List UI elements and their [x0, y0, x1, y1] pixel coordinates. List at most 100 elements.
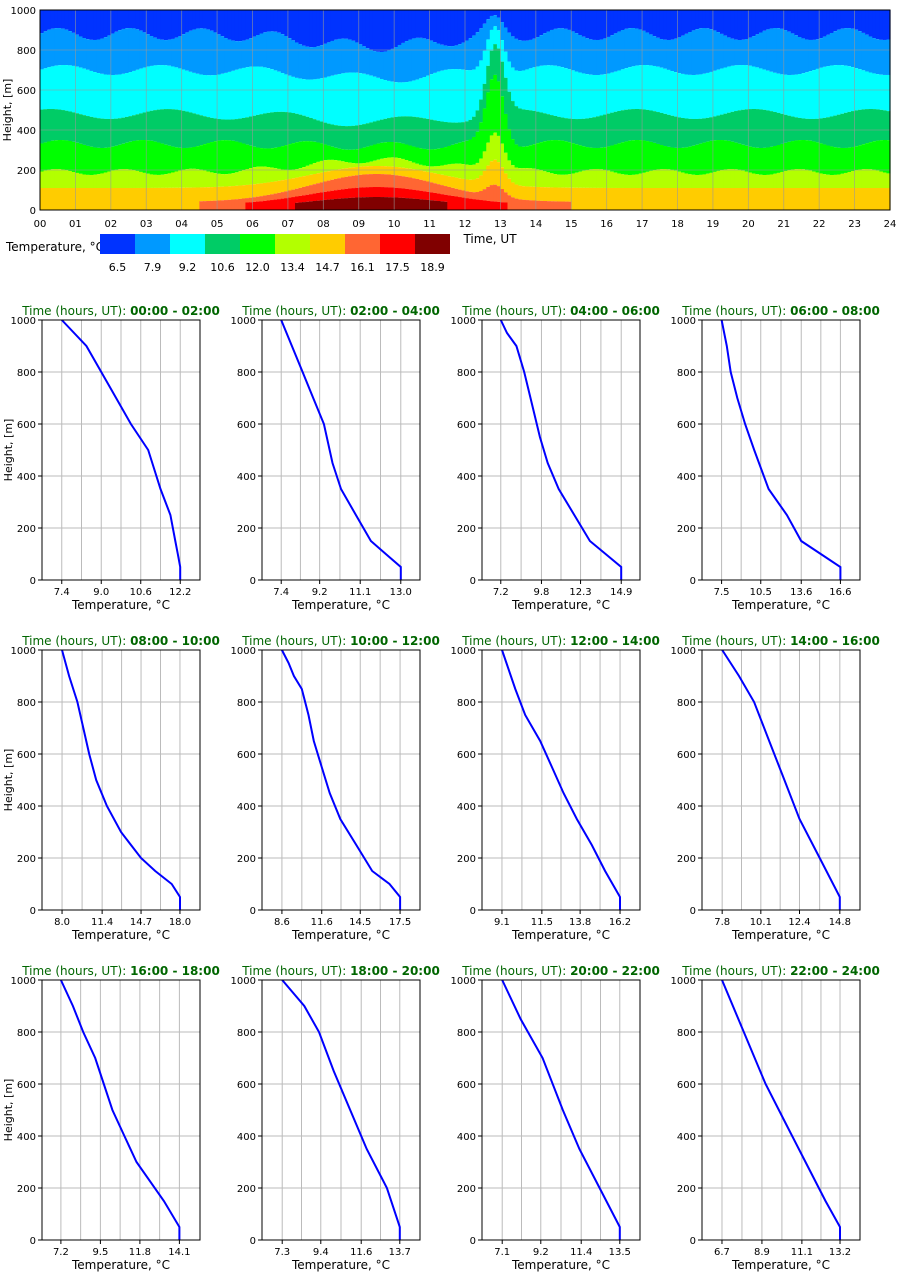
heatmap-cell — [748, 146, 753, 173]
heatmap-cell — [135, 170, 140, 188]
heatmap-cell — [705, 72, 710, 118]
heatmap-cell — [635, 187, 640, 210]
heatmap-cell — [875, 10, 880, 40]
heatmap-cell — [479, 60, 484, 100]
heatmap-cell — [730, 10, 735, 39]
heatmap-cell — [581, 118, 587, 147]
heatmap-cell — [387, 80, 392, 119]
heatmap-cell — [712, 70, 718, 117]
heatmap-cell — [224, 174, 229, 187]
heatmap-cell — [241, 40, 247, 68]
heatmap-cell — [702, 118, 707, 143]
heatmap-cell — [638, 140, 643, 174]
heatmap-cell — [514, 144, 519, 168]
heatmap-cell — [635, 65, 640, 109]
heatmap-cell — [210, 187, 215, 201]
heatmap-cell — [592, 39, 597, 75]
heatmap-cell — [681, 35, 686, 74]
heatmap-cell — [68, 111, 73, 142]
heatmap-cell — [507, 195, 512, 210]
heatmap-cell — [511, 165, 516, 183]
heatmap-cell — [503, 10, 509, 28]
profile-ytick-label: 1000 — [11, 976, 36, 987]
heatmap-cell — [149, 65, 154, 111]
heatmap-cell — [882, 39, 888, 75]
heatmap-cell — [323, 122, 328, 145]
heatmap-cell — [882, 140, 888, 173]
heatmap-cell — [266, 112, 271, 149]
heatmap-cell — [344, 162, 349, 169]
heatmap-cell — [326, 10, 332, 43]
heatmap-cell — [390, 10, 395, 49]
heatmap-cell — [539, 170, 544, 188]
heatmap-cell — [93, 72, 98, 118]
heatmap-cell — [227, 173, 232, 187]
heatmap-cell — [454, 69, 459, 123]
heatmap-cell — [716, 115, 721, 141]
heatmap-cell — [156, 38, 162, 66]
heatmap-cell — [525, 40, 530, 70]
heatmap-cell — [433, 72, 438, 121]
heatmap-cell — [54, 10, 59, 29]
heatmap-cell — [468, 164, 473, 180]
heatmap-cell — [394, 187, 399, 198]
profile-ytick-label: 600 — [17, 750, 36, 761]
heatmap-cell — [673, 116, 679, 148]
heatmap-cell — [309, 10, 314, 48]
heatmap-cell — [217, 200, 222, 210]
heatmap-cell — [712, 116, 718, 141]
heatmap-cell — [783, 10, 788, 31]
heatmap-cell — [656, 143, 661, 170]
heatmap-cell — [245, 144, 250, 170]
heatmap-cell — [227, 39, 232, 72]
heatmap-cell — [78, 10, 84, 37]
heatmap-cell — [411, 80, 417, 117]
heatmap-cell — [642, 188, 647, 210]
heatmap-cell — [737, 143, 742, 170]
heatmap-cell — [581, 36, 587, 74]
profile-title-prefix: Time (hours, UT): — [461, 634, 570, 648]
profile-frame — [261, 649, 421, 911]
heatmap-cell — [330, 124, 335, 147]
heatmap-cell — [273, 168, 278, 182]
heatmap-cell — [829, 65, 834, 117]
heatmap-cell — [312, 10, 317, 47]
heatmap-cell — [302, 176, 307, 187]
heatmap-cell — [57, 65, 62, 110]
heatmap-cell — [670, 39, 675, 72]
heatmap-cell — [691, 174, 696, 188]
heatmap-cell — [581, 187, 587, 210]
heatmap-cell — [571, 10, 576, 32]
heatmap-xlabel: Time, UT — [462, 232, 517, 246]
heatmap-cell — [532, 110, 537, 145]
heatmap-cell — [688, 146, 693, 175]
heatmap-cell — [525, 109, 530, 147]
heatmap-cell — [443, 147, 448, 165]
heatmap-cell — [773, 28, 778, 73]
heatmap-cell — [387, 197, 392, 210]
profile-ytick-label: 600 — [677, 750, 696, 761]
heatmap-cell — [712, 30, 718, 71]
heatmap-cell — [511, 139, 516, 166]
heatmap-cell — [730, 65, 735, 112]
heatmap-cell — [603, 147, 608, 170]
heatmap-cell — [142, 140, 147, 173]
profile-title-prefix: Time (hours, UT): — [681, 304, 790, 318]
heatmap-cell — [479, 28, 484, 61]
heatmap-cell — [415, 190, 420, 199]
heatmap-cell — [287, 38, 293, 76]
heatmap-cell — [40, 10, 45, 34]
heatmap-xtick-label: 07 — [282, 219, 295, 230]
heatmap-xtick-label: 20 — [742, 219, 755, 230]
profile-title: Time (hours, UT): 00:00 - 02:00 — [21, 304, 220, 318]
profile-title-prefix: Time (hours, UT): — [681, 634, 790, 648]
heatmap-cell — [383, 197, 388, 210]
profile-title-prefix: Time (hours, UT): — [681, 964, 790, 978]
heatmap-cell — [171, 66, 176, 110]
profile-xlabel: Temperature, °C — [511, 598, 610, 612]
heatmap-cell — [578, 145, 583, 172]
heatmap-cell — [457, 44, 463, 70]
heatmap-cell — [426, 171, 431, 182]
colorbar-value: 17.5 — [385, 261, 410, 274]
profile-xtick-label: 14.7 — [130, 917, 152, 928]
